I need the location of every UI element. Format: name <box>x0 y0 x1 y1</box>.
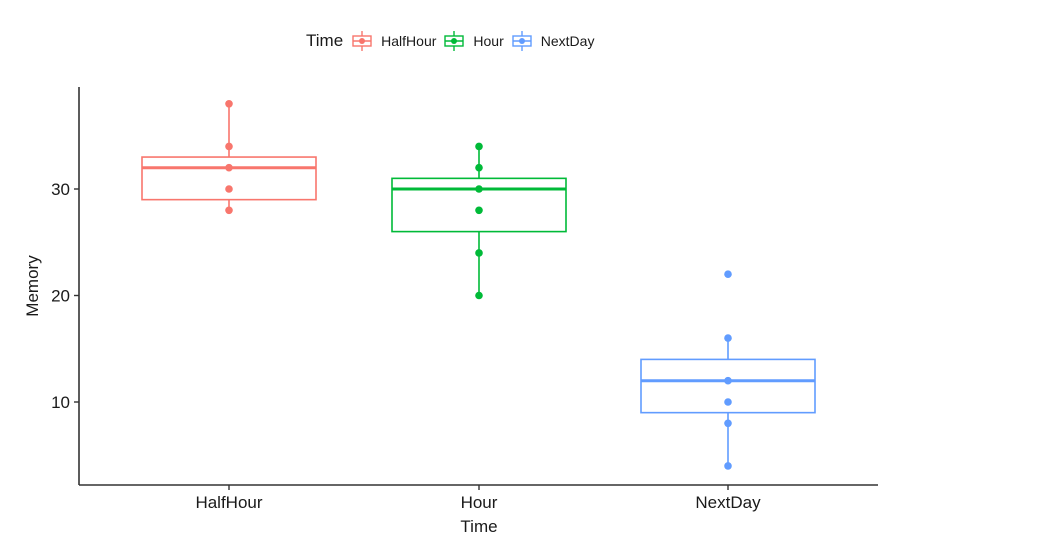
data-point <box>724 270 732 279</box>
data-point <box>724 334 732 342</box>
box-rect <box>141 156 317 201</box>
y-axis-ticks: 10 20 30 <box>51 180 79 412</box>
data-point <box>475 249 483 257</box>
data-point <box>475 142 483 151</box>
data-point <box>475 206 483 215</box>
data-point <box>475 291 483 300</box>
x-axis-title: Time <box>460 517 497 536</box>
box-rect <box>391 177 567 233</box>
y-tick-label: 20 <box>51 287 70 306</box>
legend-item-halfhour: HalfHour <box>351 30 436 52</box>
box-rect <box>640 358 816 414</box>
data-point <box>225 100 233 108</box>
legend-key-icon <box>512 31 532 51</box>
data-point <box>475 185 483 193</box>
data-point <box>724 398 732 406</box>
legend-item-hour: Hour <box>443 30 504 52</box>
data-point <box>225 185 233 193</box>
box-nextday <box>640 270 816 470</box>
data-point <box>475 163 483 172</box>
legend-label: Hour <box>473 33 504 49</box>
legend-item-nextday: NextDay <box>511 30 595 52</box>
data-point <box>225 206 233 215</box>
y-tick-label: 10 <box>51 393 70 412</box>
box-halfhour <box>141 100 317 215</box>
legend-label: NextDay <box>540 33 595 49</box>
plot-area <box>141 100 816 470</box>
data-point <box>225 163 233 172</box>
data-point <box>724 376 732 385</box>
data-point <box>225 142 233 151</box>
x-axis-ticks: HalfHour Hour NextDay <box>195 485 761 512</box>
y-tick-label: 30 <box>51 180 70 199</box>
legend-key-icon <box>352 31 372 51</box>
legend: Time HalfHour Hour NextDay <box>306 30 601 52</box>
x-tick-label: HalfHour <box>195 493 262 512</box>
legend-key-icon <box>444 31 465 51</box>
x-tick-label: NextDay <box>695 493 761 512</box>
data-point <box>724 462 732 470</box>
legend-label: HalfHour <box>381 33 437 49</box>
x-tick-label: Hour <box>461 493 498 512</box>
y-axis-title: Memory <box>23 255 42 317</box>
legend-title: Time <box>306 31 344 50</box>
box-hour <box>391 142 567 300</box>
data-point <box>724 419 732 428</box>
